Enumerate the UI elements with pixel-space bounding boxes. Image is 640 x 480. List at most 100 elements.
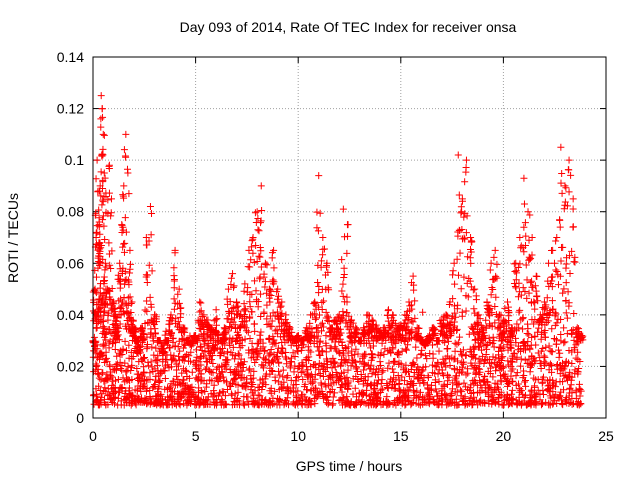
data-point xyxy=(241,280,249,288)
data-point xyxy=(338,388,346,396)
data-point xyxy=(215,370,223,378)
data-point xyxy=(369,317,377,325)
data-point xyxy=(349,390,357,398)
data-point xyxy=(520,200,528,208)
data-point xyxy=(365,392,373,400)
data-point xyxy=(179,365,187,373)
y-axis-label: ROTI / TECUs xyxy=(5,193,21,283)
data-point xyxy=(196,308,204,316)
data-point xyxy=(170,295,178,303)
data-point xyxy=(528,234,536,241)
data-point xyxy=(255,384,263,392)
data-point xyxy=(524,208,532,216)
data-point xyxy=(395,380,403,388)
data-point xyxy=(116,320,124,328)
data-point xyxy=(270,400,278,408)
data-point xyxy=(528,386,536,394)
data-point xyxy=(575,325,583,333)
data-point xyxy=(248,290,256,298)
data-point xyxy=(433,392,441,400)
data-point xyxy=(229,343,237,351)
data-point xyxy=(559,289,567,297)
data-point xyxy=(268,278,276,286)
data-point xyxy=(412,394,420,402)
data-point xyxy=(216,352,224,360)
data-point xyxy=(374,370,382,378)
data-point xyxy=(331,333,339,341)
data-point xyxy=(352,345,360,353)
data-point xyxy=(203,320,211,328)
data-point xyxy=(376,358,384,366)
data-point xyxy=(467,238,475,246)
data-point xyxy=(348,352,356,360)
data-point xyxy=(101,236,109,244)
data-point xyxy=(127,309,135,317)
data-point xyxy=(354,350,362,358)
data-point xyxy=(143,333,151,341)
data-point xyxy=(448,398,456,406)
data-point xyxy=(340,264,348,272)
data-point xyxy=(560,324,568,332)
data-point xyxy=(138,324,146,332)
data-point xyxy=(503,382,511,390)
data-point xyxy=(555,395,563,403)
data-point xyxy=(203,358,211,366)
data-point xyxy=(150,317,158,325)
data-point xyxy=(410,361,418,369)
data-point xyxy=(531,282,539,290)
data-point xyxy=(517,347,525,355)
data-point xyxy=(223,315,231,323)
data-point xyxy=(344,380,352,388)
data-point xyxy=(418,346,426,354)
data-point xyxy=(238,336,246,344)
data-point xyxy=(174,318,182,326)
data-point xyxy=(360,359,368,367)
data-point xyxy=(125,190,133,198)
data-point xyxy=(298,337,306,345)
data-point xyxy=(98,369,106,377)
y-tick-label: 0.08 xyxy=(57,204,84,220)
data-point xyxy=(105,189,113,197)
data-point xyxy=(316,351,324,359)
data-point xyxy=(224,386,232,394)
data-point xyxy=(184,399,192,407)
data-point xyxy=(99,113,107,121)
data-point xyxy=(100,131,108,139)
data-point xyxy=(251,399,259,407)
data-point xyxy=(390,374,398,382)
data-point xyxy=(473,381,481,389)
data-point xyxy=(234,307,242,315)
data-point xyxy=(527,363,535,371)
data-point xyxy=(265,335,273,343)
data-point xyxy=(128,298,136,306)
data-point xyxy=(332,334,340,342)
data-point xyxy=(516,234,524,241)
data-point xyxy=(275,367,283,375)
data-point xyxy=(283,384,291,392)
data-point xyxy=(265,352,273,360)
data-point xyxy=(344,232,352,240)
data-point xyxy=(470,380,478,388)
data-point xyxy=(174,290,182,298)
data-point xyxy=(95,374,103,382)
data-point xyxy=(222,400,230,408)
data-point xyxy=(274,394,282,402)
data-point xyxy=(511,282,519,290)
data-point xyxy=(243,393,251,401)
data-point xyxy=(262,400,270,408)
data-point xyxy=(212,321,220,329)
data-point xyxy=(236,324,244,332)
data-point xyxy=(122,130,130,138)
data-point xyxy=(301,327,309,335)
data-point xyxy=(190,359,198,367)
data-point xyxy=(226,341,234,349)
data-point xyxy=(355,396,363,404)
data-point xyxy=(413,387,421,395)
data-point xyxy=(133,393,141,401)
data-point xyxy=(263,321,271,329)
data-point xyxy=(414,363,422,371)
data-point xyxy=(415,333,423,341)
data-point xyxy=(261,355,269,363)
data-point xyxy=(513,320,521,328)
data-point xyxy=(458,388,466,396)
